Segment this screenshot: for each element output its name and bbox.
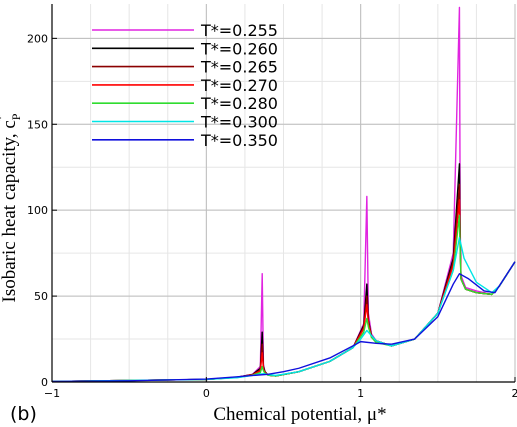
legend-label-1: T*=0.260: [200, 39, 278, 58]
x-tick-label: 2: [512, 387, 517, 400]
svg-text:Isobaric heat capacity, cP*: Isobaric heat capacity, cP*: [0, 113, 23, 302]
grid: [51, 4, 516, 383]
x-axis-title: Chemical potential, μ*: [213, 404, 386, 425]
y-axis-title-sup: *: [0, 114, 9, 121]
y-tick-label: 150: [27, 118, 48, 131]
legend: T*=0.255T*=0.260T*=0.265T*=0.270T*=0.280…: [92, 21, 278, 150]
legend-label-2: T*=0.265: [200, 58, 278, 77]
panel-label: (b): [10, 403, 37, 425]
x-tick-label: 0: [203, 387, 210, 400]
y-tick-label: 100: [27, 204, 48, 217]
y-axis-title-main: Isobaric heat capacity, c: [0, 120, 20, 302]
legend-label-4: T*=0.280: [200, 94, 278, 113]
x-tick-label: 1: [357, 387, 364, 400]
x-tick-label: −1: [44, 387, 60, 400]
y-tick-label: 0: [41, 376, 48, 389]
legend-label-0: T*=0.255: [200, 21, 278, 40]
series-line-0: [51, 6, 516, 383]
series-line-6: [51, 261, 516, 383]
legend-label-3: T*=0.270: [200, 76, 278, 95]
series-line-5: [51, 236, 516, 383]
series-line-4: [51, 214, 516, 383]
y-axis-title-sub: P: [9, 113, 23, 120]
y-tick-label: 200: [27, 32, 48, 45]
legend-label-5: T*=0.300: [200, 113, 278, 132]
axes: [51, 4, 516, 383]
legend-label-6: T*=0.350: [200, 131, 278, 150]
series-layer: [51, 6, 516, 383]
y-tick-label: 50: [34, 290, 48, 303]
y-axis-title: Isobaric heat capacity, cP*: [0, 113, 23, 302]
